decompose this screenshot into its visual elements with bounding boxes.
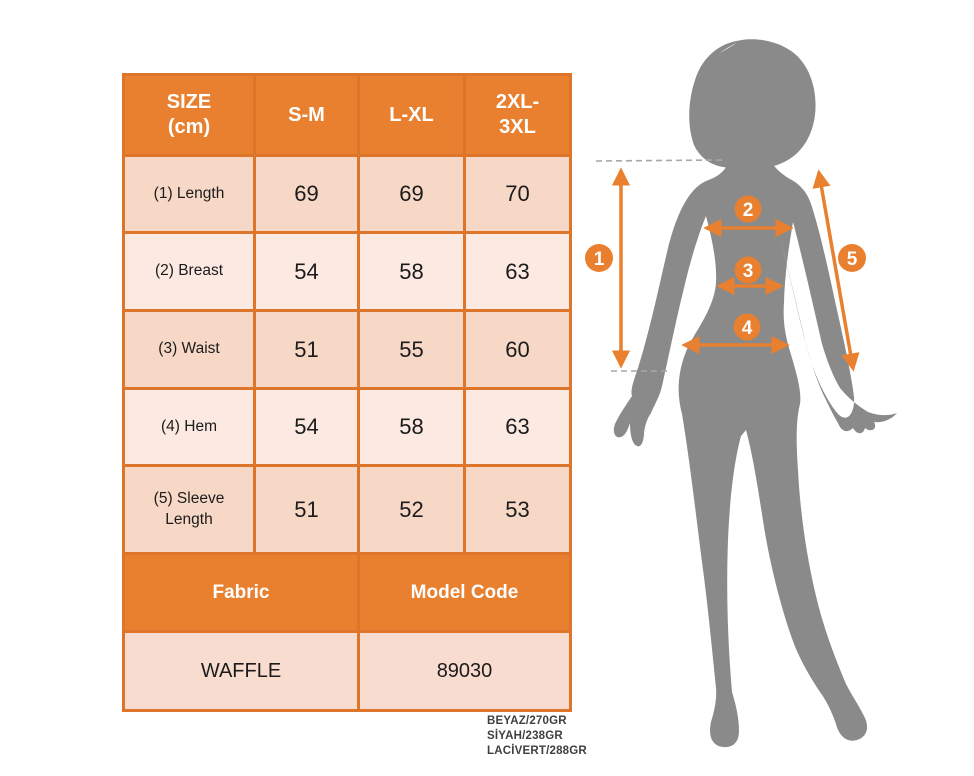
svg-text:1: 1: [594, 249, 605, 270]
fabric-value: WAFFLE: [125, 633, 357, 709]
cell-sleeve-lxl: 52: [360, 467, 463, 552]
cell-hem-2xl3xl: 63: [466, 390, 569, 464]
cell-hem-lxl: 58: [360, 390, 463, 464]
cell-waist-sm: 51: [256, 312, 357, 387]
size-table: SIZE (cm) S-M L-XL 2XL-3XL (1) Length 69…: [122, 73, 572, 712]
cell-hem-sm: 54: [256, 390, 357, 464]
svg-text:4: 4: [742, 318, 753, 339]
cell-length-sm: 69: [256, 157, 357, 231]
woman-silhouette-head: [689, 39, 816, 170]
marker-4: 4: [733, 313, 761, 341]
cell-sleeve-sm: 51: [256, 467, 357, 552]
model-code-value: 89030: [360, 633, 569, 709]
row-label-hem: (4) Hem: [125, 390, 253, 464]
cell-sleeve-2xl3xl: 53: [466, 467, 569, 552]
model-code-header: Model Code: [360, 555, 569, 630]
col-header-s-m: S-M: [256, 76, 357, 154]
cell-breast-2xl3xl: 63: [466, 234, 569, 309]
svg-text:5: 5: [847, 249, 858, 270]
cell-length-lxl: 69: [360, 157, 463, 231]
row-label-waist: (3) Waist: [125, 312, 253, 387]
marker-3: 3: [734, 256, 762, 284]
cell-breast-lxl: 58: [360, 234, 463, 309]
marker-1: 1: [585, 244, 613, 272]
row-label-length: (1) Length: [125, 157, 253, 231]
row-label-sleeve-length: (5) Sleeve Length: [125, 467, 253, 552]
top-dashed-line: [595, 159, 725, 162]
svg-text:2: 2: [743, 200, 754, 221]
sleeve-arrow: [812, 169, 860, 372]
col-header-size-cm: SIZE (cm): [125, 76, 253, 154]
cell-waist-2xl3xl: 60: [466, 312, 569, 387]
marker-2: 2: [734, 195, 762, 223]
cell-waist-lxl: 55: [360, 312, 463, 387]
svg-text:3: 3: [743, 261, 754, 282]
row-label-breast: (2) Breast: [125, 234, 253, 309]
weight-note-lacivert: LACİVERT/288GR: [487, 745, 587, 758]
weight-note-beyaz: BEYAZ/270GR: [487, 715, 567, 727]
fabric-weight-notes: BEYAZ/270GR SİYAH/238GR LACİVERT/288GR: [487, 714, 657, 760]
marker-5: 5: [838, 244, 866, 272]
weight-note-siyah: SİYAH/238GR: [487, 730, 563, 743]
col-header-l-xl: L-XL: [360, 76, 463, 154]
cell-length-2xl3xl: 70: [466, 157, 569, 231]
fabric-header: Fabric: [125, 555, 357, 630]
col-header-2xl-3xl: 2XL-3XL: [466, 76, 569, 154]
cell-breast-sm: 54: [256, 234, 357, 309]
